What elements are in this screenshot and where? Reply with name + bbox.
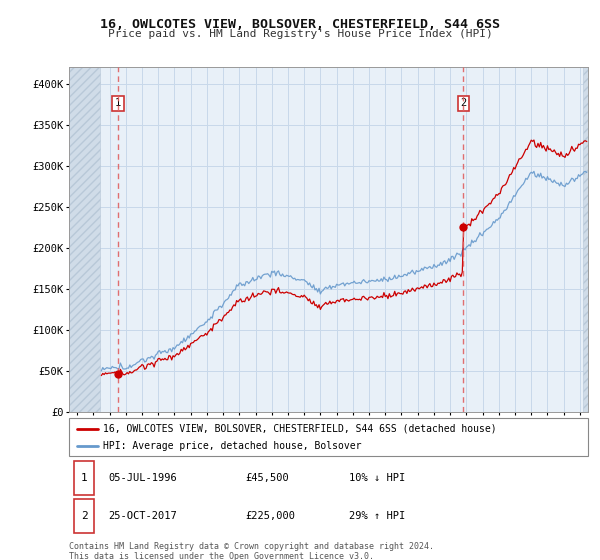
Text: £45,500: £45,500 — [245, 473, 289, 483]
Text: HPI: Average price, detached house, Bolsover: HPI: Average price, detached house, Bols… — [103, 441, 361, 451]
Bar — [74, 461, 94, 494]
Text: 2: 2 — [460, 99, 466, 109]
Bar — [74, 500, 94, 533]
Text: £225,000: £225,000 — [245, 511, 295, 521]
Text: 1: 1 — [80, 473, 88, 483]
Text: Contains HM Land Registry data © Crown copyright and database right 2024.
This d: Contains HM Land Registry data © Crown c… — [69, 542, 434, 560]
Text: 05-JUL-1996: 05-JUL-1996 — [108, 473, 176, 483]
Text: 16, OWLCOTES VIEW, BOLSOVER, CHESTERFIELD, S44 6SS: 16, OWLCOTES VIEW, BOLSOVER, CHESTERFIEL… — [100, 18, 500, 31]
Text: Price paid vs. HM Land Registry's House Price Index (HPI): Price paid vs. HM Land Registry's House … — [107, 29, 493, 39]
Text: 25-OCT-2017: 25-OCT-2017 — [108, 511, 176, 521]
Text: 10% ↓ HPI: 10% ↓ HPI — [349, 473, 406, 483]
Text: 29% ↑ HPI: 29% ↑ HPI — [349, 511, 406, 521]
Text: 2: 2 — [80, 511, 88, 521]
Text: 16, OWLCOTES VIEW, BOLSOVER, CHESTERFIELD, S44 6SS (detached house): 16, OWLCOTES VIEW, BOLSOVER, CHESTERFIEL… — [103, 423, 496, 433]
Text: 1: 1 — [115, 99, 121, 109]
